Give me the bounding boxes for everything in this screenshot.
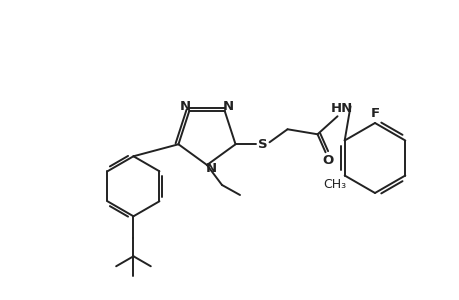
Text: N: N: [205, 161, 216, 175]
Text: CH₃: CH₃: [322, 178, 346, 191]
Text: F: F: [369, 106, 379, 119]
Text: HN: HN: [330, 102, 352, 115]
Text: S: S: [257, 138, 267, 151]
Text: O: O: [321, 154, 332, 167]
Text: N: N: [179, 100, 190, 113]
Text: N: N: [223, 100, 234, 113]
